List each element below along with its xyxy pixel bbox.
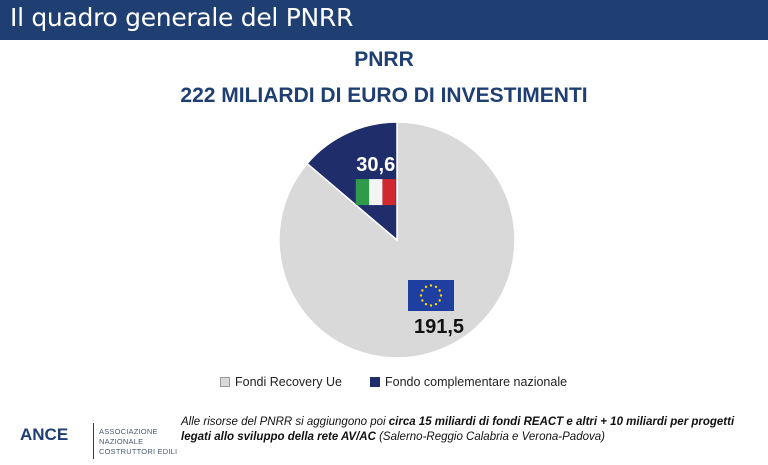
pie-label-recovery: 191,5 bbox=[414, 316, 464, 338]
pie-slice-complementare bbox=[306, 121, 398, 242]
eu-flag-icon bbox=[408, 280, 454, 311]
ance-logo-text: ANCE bbox=[20, 425, 69, 444]
ance-logo: ANCE ASSOCIAZIONE NAZIONALE COSTRUTTORI … bbox=[20, 423, 180, 465]
ance-logo-subtitle: ASSOCIAZIONE NAZIONALE COSTRUTTORI EDILI bbox=[99, 427, 180, 457]
legend-label-recovery: Fondi Recovery Ue bbox=[235, 375, 342, 389]
legend-item-recovery: Fondi Recovery Ue bbox=[220, 375, 342, 389]
ance-logo-sub-line2: COSTRUTTORI EDILI bbox=[99, 447, 178, 456]
legend-swatch-complementare bbox=[370, 377, 380, 387]
legend-item-complementare: Fondo complementare nazionale bbox=[370, 375, 567, 389]
footnote-part2: (Salerno-Reggio Calabria e Verona-Padova… bbox=[375, 431, 605, 443]
legend-swatch-recovery bbox=[220, 377, 230, 387]
pie-label-complementare: 30,6 bbox=[356, 154, 395, 176]
footnote-bold: circa 15 miliardi di fondi REACT e altri… bbox=[181, 416, 735, 443]
footnote: Alle risorse del PNRR si aggiungono poi … bbox=[181, 415, 761, 445]
ance-logo-sub-line1: ASSOCIAZIONE NAZIONALE bbox=[99, 427, 158, 446]
legend-label-complementare: Fondo complementare nazionale bbox=[385, 375, 568, 389]
header-bar: Il quadro generale del PNRR bbox=[0, 0, 768, 40]
italy-flag-icon bbox=[355, 179, 396, 206]
logo-divider bbox=[93, 423, 94, 459]
chart-subtitle: 222 MILIARDI DI EURO DI INVESTIMENTI bbox=[180, 84, 588, 107]
page-title: Il quadro generale del PNRR bbox=[10, 3, 354, 32]
footnote-part1: Alle risorse del PNRR si aggiungono poi bbox=[181, 416, 389, 428]
chart-title: PNRR bbox=[354, 48, 414, 71]
